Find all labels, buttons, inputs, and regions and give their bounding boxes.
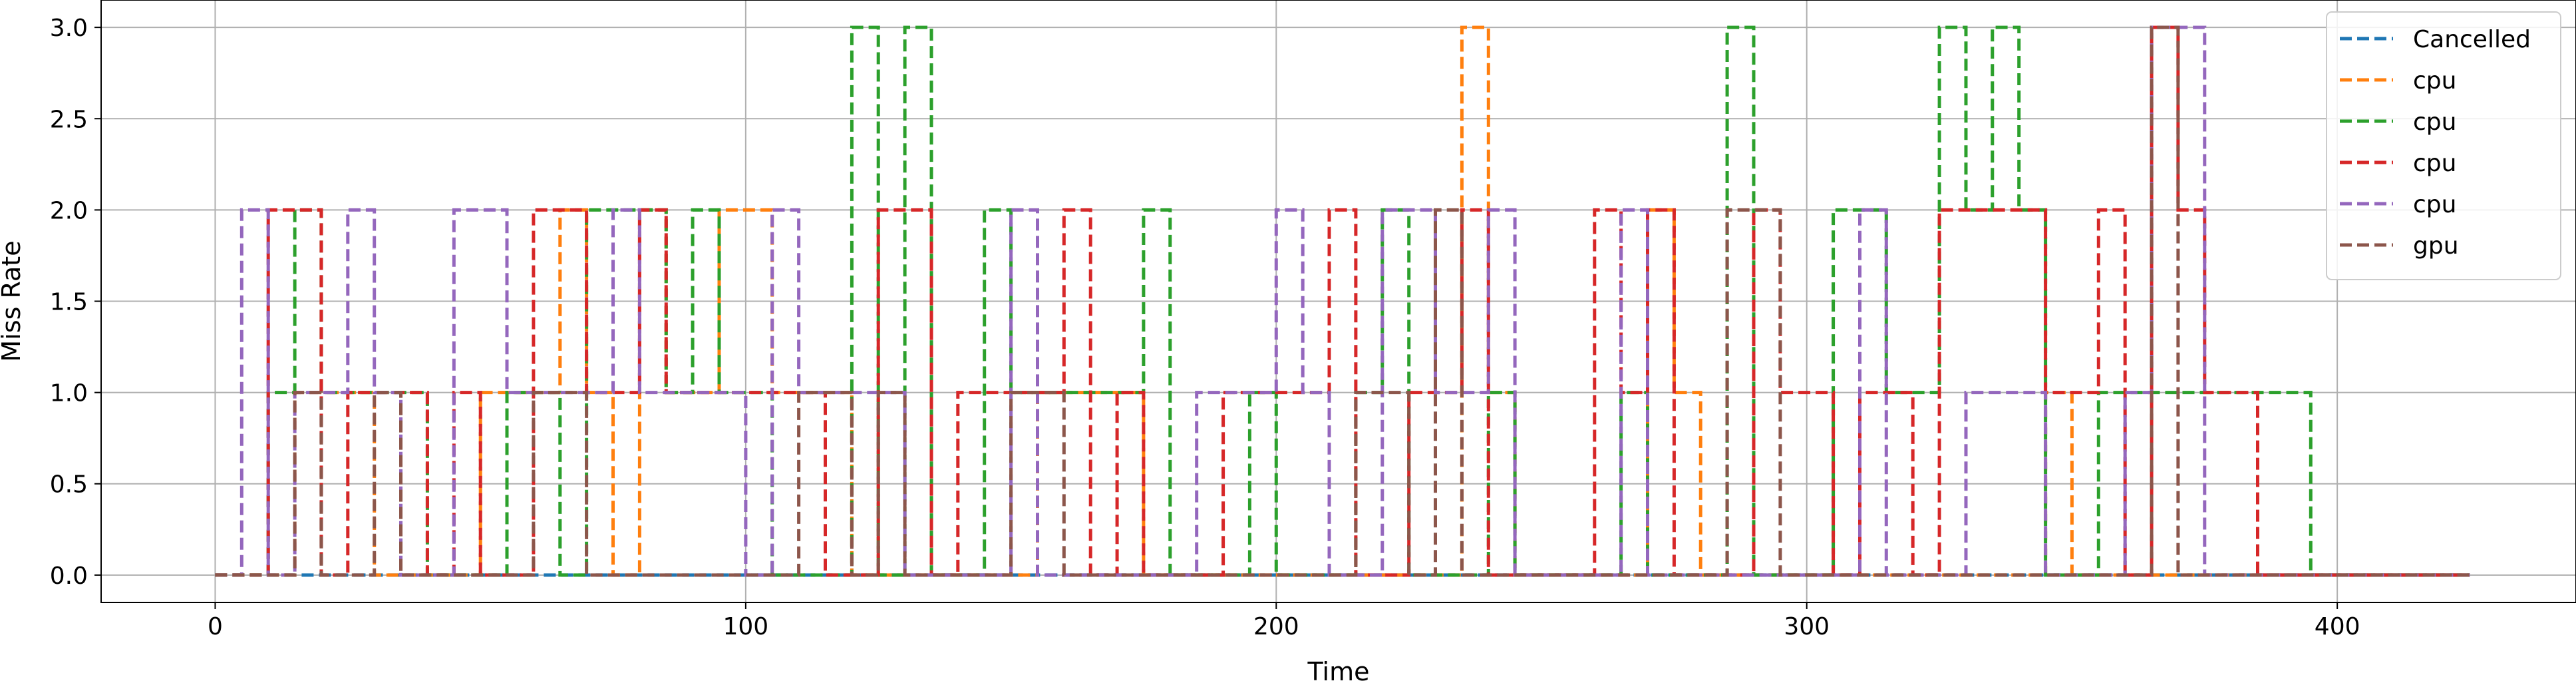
y-tick-label: 1.0 — [50, 380, 88, 407]
legend: Cancelled cpu cpu cpu cpu gpu — [2326, 11, 2561, 280]
x-tick-label: 300 — [1784, 613, 1830, 640]
y-tick-label: 2.5 — [50, 106, 88, 133]
x-axis-label: Time — [1307, 657, 1370, 686]
x-tick-label: 400 — [2315, 613, 2360, 640]
x-tick-label: 100 — [723, 613, 769, 640]
y-tick-label: 1.5 — [50, 289, 88, 316]
series-line-4 — [215, 25, 2470, 577]
legend-label: cpu — [2413, 67, 2456, 95]
y-tick-label: 0.0 — [50, 563, 88, 590]
legend-label: gpu — [2413, 232, 2459, 260]
ticks: 0 100 200 300 400 0.0 0.5 1.0 1.5 2.0 2.5 3.0 — [50, 15, 2360, 640]
y-tick-label: 0.5 — [50, 471, 88, 499]
series-layer — [215, 25, 2470, 577]
legend-label: cpu — [2413, 191, 2456, 218]
x-tick-label: 200 — [1253, 613, 1299, 640]
legend-label: Cancelled — [2413, 26, 2531, 53]
x-tick-label: 0 — [208, 613, 223, 640]
series-line-3 — [215, 25, 2470, 577]
legend-label: cpu — [2413, 109, 2456, 136]
series-line-6 — [215, 25, 2470, 577]
y-tick-label: 2.0 — [50, 197, 88, 224]
y-tick-label: 3.0 — [50, 15, 88, 42]
y-axis-label: Miss Rate — [0, 240, 26, 361]
series-line-5 — [215, 25, 2470, 577]
legend-label: cpu — [2413, 150, 2456, 177]
